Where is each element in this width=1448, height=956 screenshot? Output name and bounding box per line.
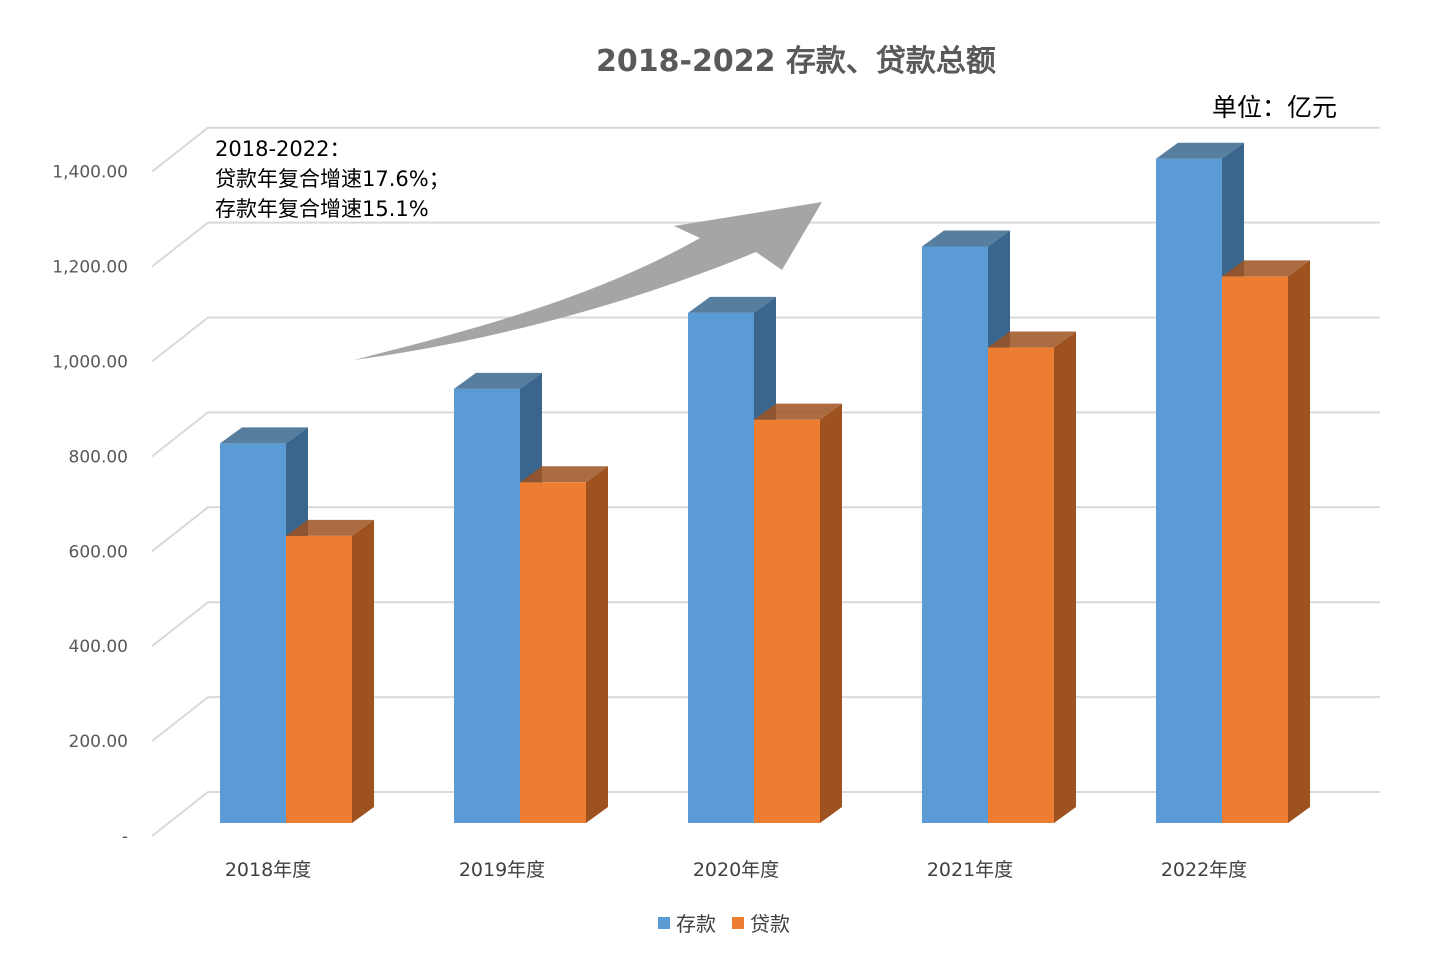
legend-swatch-deposit [658,916,670,929]
bar-top-deposit [454,372,542,389]
bar-side-loan [352,519,374,823]
chart-legend: 存款 贷款 [0,908,1448,937]
y-tick-label: 600.00 [69,542,128,562]
bar-loan [286,535,352,823]
legend-item-deposit: 存款 [658,908,716,937]
bar-loan [754,419,820,823]
legend-item-loan: 贷款 [732,908,790,937]
y-tick-label: 200.00 [69,732,128,752]
legend-swatch-loan [732,916,744,929]
growth-arrow [354,202,822,360]
x-category-label: 2018年度 [225,859,311,881]
gridline [151,221,1380,268]
bar-top-deposit [1156,142,1244,159]
bar-deposit [922,246,988,824]
annotation-line-loan-cagr: 贷款年复合增速17.6%； [215,167,450,191]
bar-top-loan [1222,260,1310,277]
bar-deposit [688,312,754,823]
bar-side-loan [1054,331,1076,823]
y-tick-label: 1,000.00 [52,353,128,373]
legend-label-deposit: 存款 [676,912,716,936]
annotation-line-period: 2018-2022： [215,137,351,161]
bar-deposit [220,443,286,823]
x-category-label: 2021年度 [927,859,1013,881]
y-tick-label: - [122,827,128,847]
bar-deposit [454,388,520,823]
bar-side-loan [586,466,608,823]
y-tick-label: 800.00 [69,447,128,467]
bar-top-deposit [922,230,1010,247]
x-category-label: 2020年度 [693,859,779,881]
bar-top-loan [520,466,608,483]
x-category-label: 2019年度 [459,859,545,881]
bar-deposit [1156,158,1222,823]
bar-top-loan [286,519,374,536]
y-tick-label: 400.00 [69,637,128,657]
x-category-label: 2022年度 [1161,859,1247,881]
bar-top-deposit [220,427,308,444]
bar-side-loan [820,403,842,823]
growth-annotation: 2018-2022： 贷款年复合增速17.6%； 存款年复合增速15.1% [215,134,450,224]
gridline [151,126,1380,173]
bar-top-loan [754,403,842,420]
annotation-line-deposit-cagr: 存款年复合增速15.1% [215,197,429,221]
y-tick-label: 1,400.00 [52,163,128,183]
bar-loan [1222,276,1288,824]
legend-label-loan: 贷款 [750,912,790,936]
bar-loan [520,482,586,823]
bar-top-loan [988,331,1076,348]
bar-side-loan [1288,260,1310,824]
bar-loan [988,347,1054,823]
bar-top-deposit [688,296,776,313]
chart-title: 2018-2022 存款、贷款总额 [596,44,996,79]
y-tick-label: 1,200.00 [52,258,128,278]
unit-label: 单位：亿元 [1212,93,1338,122]
